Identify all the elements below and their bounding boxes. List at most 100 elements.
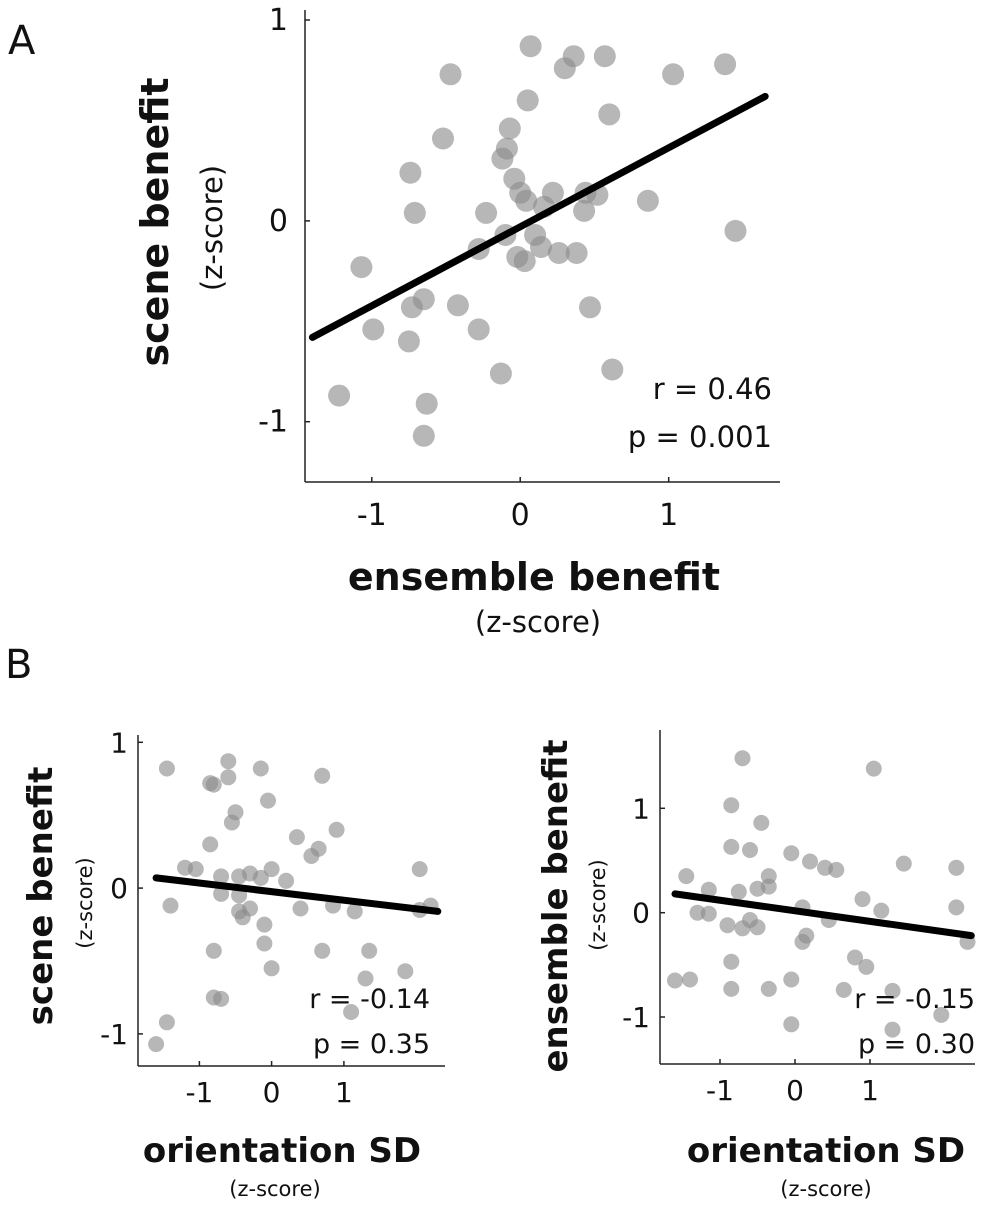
panel-b-left-point	[256, 916, 273, 933]
panel-b: B -1 0 1 -1 0 1 r = -0.14 p = 0.35 orientati…	[5, 642, 976, 1201]
panel-a-r-value: r = 0.46	[653, 372, 772, 406]
panel-a-point	[516, 89, 539, 112]
panel-a-point	[475, 201, 498, 224]
panel-a-p-value: p = 0.001	[628, 420, 772, 454]
panel-b-left-point	[202, 836, 219, 853]
panel-b-right-point	[723, 797, 740, 814]
panel-a-point	[593, 45, 616, 68]
panel-b-letter: B	[5, 642, 32, 688]
panel-b-left-point	[252, 760, 269, 777]
panel-a-point	[519, 35, 542, 58]
panel-b-right-axes	[659, 730, 975, 1065]
panel-b-left-point	[223, 814, 240, 831]
panel-b-left-point	[205, 776, 222, 793]
panel-a-point	[446, 294, 469, 317]
panel-a-x-subtitle: (z-score)	[475, 605, 601, 639]
panel-b-left-y-tick-label: -1	[100, 1018, 128, 1051]
panel-a-point	[415, 392, 438, 415]
panel-b-right-point	[933, 1006, 950, 1023]
panel-b-right-point	[783, 971, 800, 988]
panel-b-right-p-value: p = 0.30	[858, 1029, 975, 1060]
panel-b-right-point	[884, 982, 901, 999]
panel-b-right-y-title: ensemble benefit	[536, 740, 576, 1073]
panel-b-left-point	[397, 963, 414, 980]
panel-b-right-point	[749, 919, 766, 936]
panel-a-x-tick-label: 1	[659, 498, 678, 533]
panel-b-left-point	[256, 935, 273, 952]
panel-a-point	[498, 117, 521, 140]
panel-b-left-point	[361, 942, 378, 959]
panel-b-right-point	[948, 859, 965, 876]
panel-b-left-point	[252, 869, 269, 886]
panel-b-right-r-value: r = -0.15	[854, 984, 975, 1015]
panel-a-point	[400, 296, 423, 319]
panel-a-axes	[304, 10, 780, 483]
panel-b-right-point	[719, 917, 736, 934]
panel-a-x-tick-label: 0	[511, 498, 530, 533]
panel-a-point	[530, 236, 552, 258]
panel-b-right-point	[858, 958, 875, 975]
panel-b-right-point	[884, 1021, 901, 1038]
panel-b-right-x-subtitle: (z-score)	[780, 1177, 871, 1201]
panel-b-right-x-tick-label: 1	[861, 1074, 879, 1107]
panel-b-left-y-tick-label: 0	[110, 872, 128, 905]
panel-b-left-x-tick-label: 0	[263, 1076, 281, 1109]
panel-b-left-points	[148, 753, 439, 1053]
panel-b-right-x-tick-label: 0	[786, 1074, 804, 1107]
panel-b-left-y-subtitle: (z-score)	[73, 857, 97, 948]
panel-b-left-point	[205, 942, 222, 959]
panel-a-y-title: scene benefit	[133, 77, 177, 366]
panel-a-point	[403, 201, 426, 224]
panel-b-right-point	[828, 861, 845, 878]
panel-b-right-point	[802, 853, 818, 870]
panel-a-point	[491, 147, 514, 170]
panel-b-left-point	[234, 909, 251, 926]
panel-a-point	[714, 53, 737, 76]
panel-b-left-point	[263, 960, 280, 977]
panel-a-point	[397, 330, 420, 353]
panel-a-point	[601, 358, 624, 381]
panel-a-point	[562, 45, 585, 68]
panel-b-right-point	[700, 881, 717, 898]
panel-a-point	[515, 189, 538, 212]
panel-b-right-point	[794, 933, 811, 950]
panel-b-right: -1 0 1 -1 0 1 r = -0.15 p = 0.30 orientation…	[536, 730, 976, 1201]
panel-a-point	[362, 318, 385, 341]
panel-b-right-point	[895, 855, 912, 872]
panel-a-fit-line	[308, 92, 769, 341]
panel-b-right-point	[723, 980, 740, 997]
panel-b-left-point	[314, 767, 331, 784]
panel-b-right-points	[667, 750, 976, 1038]
panel-b-right-point	[682, 971, 698, 988]
panel-b-right-y-subtitle: (z-score)	[586, 859, 610, 950]
panel-b-left-point	[288, 829, 305, 846]
panel-b-right-point	[723, 838, 740, 855]
panel-a-x-ticks: -1 0 1	[357, 477, 678, 533]
panel-a-y-tick-label: -1	[258, 405, 288, 440]
panel-b-left-y-title: scene benefit	[21, 767, 61, 1026]
panel-b-left-point	[292, 900, 309, 917]
panel-a-point	[412, 424, 435, 447]
panel-b-left-point	[343, 1004, 360, 1020]
panel-b-left-fit-line	[152, 874, 442, 915]
panel-b-left-point	[213, 885, 230, 902]
panel-a-letter: A	[8, 18, 36, 64]
panel-b-right-x-tick-label: -1	[706, 1074, 734, 1107]
panel-a-point	[636, 189, 659, 212]
panel-b-right-y-tick-label: -1	[622, 1001, 650, 1034]
panel-a-y-ticks: -1 0 1	[258, 3, 310, 440]
panel-b-right-point	[847, 949, 863, 966]
panel-a-point	[513, 250, 536, 273]
panel-a-point	[489, 362, 512, 385]
panel-b-right-point	[667, 972, 683, 989]
panel-b-right-point	[678, 868, 695, 885]
panel-a-point	[439, 63, 462, 86]
panel-a-point	[579, 296, 601, 319]
panel-a-point	[350, 256, 373, 279]
panel-b-left-point	[187, 861, 204, 878]
panel-b-right-x-ticks: -1 0 1	[706, 1059, 879, 1107]
panel-b-right-point	[760, 878, 777, 895]
panel-b-right-point	[723, 953, 740, 970]
panel-b-left-point	[213, 868, 230, 885]
panel-b-right-point	[835, 981, 852, 998]
